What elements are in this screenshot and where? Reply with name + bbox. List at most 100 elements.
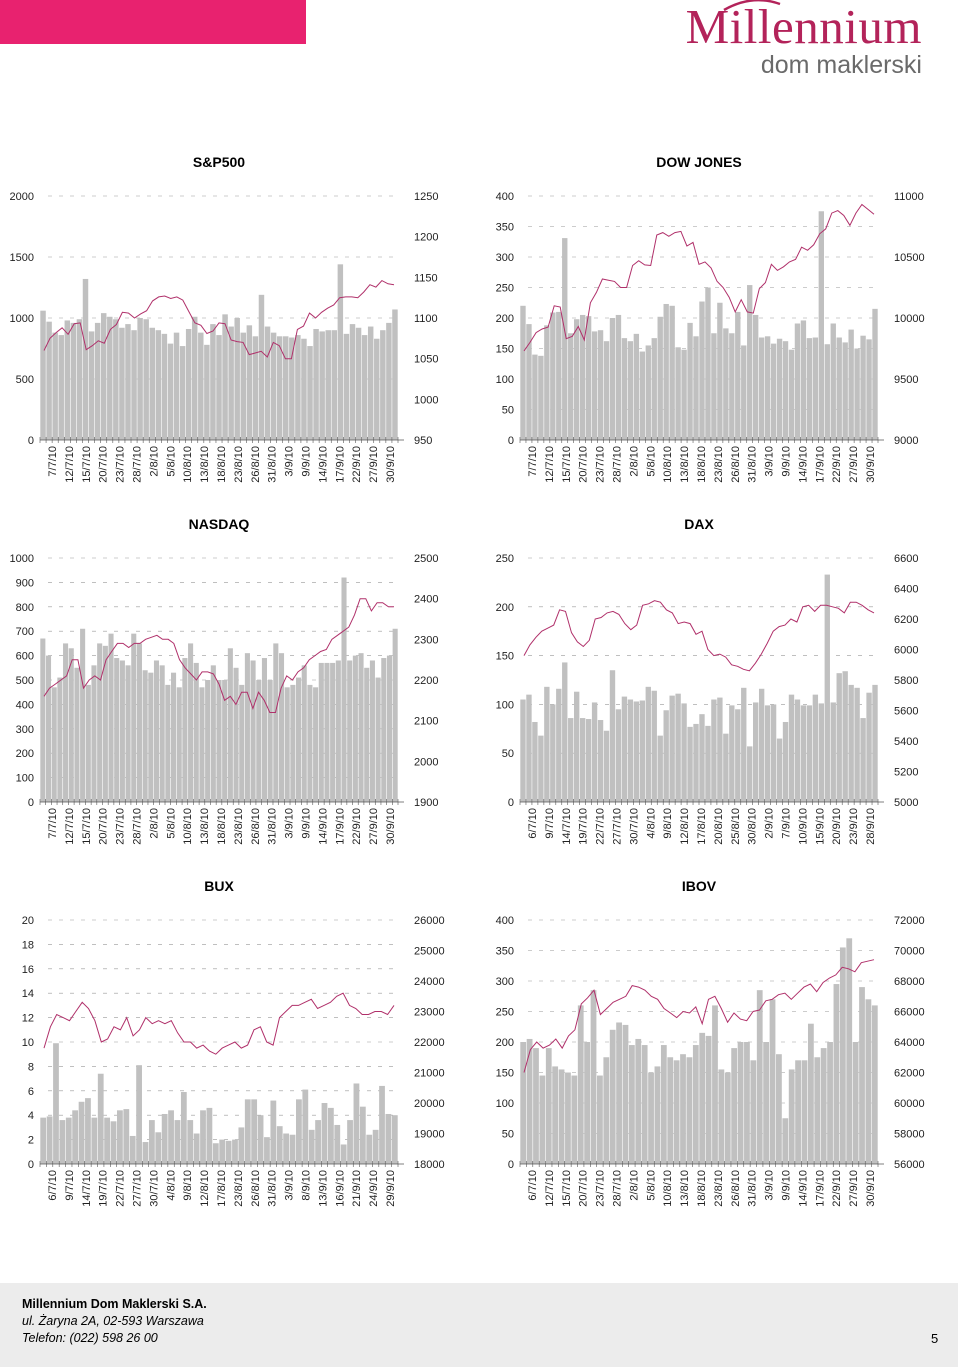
chart-bux-bar <box>340 1144 347 1164</box>
chart-sp500-bar <box>331 330 338 440</box>
chart-dax-bar <box>633 701 640 802</box>
chart-dax-bar <box>639 700 645 802</box>
chart-nasdaq-x-label: 18/8/10 <box>216 808 228 845</box>
chart-dow-jones-x-label: 15/7/10 <box>561 446 573 483</box>
chart-nasdaq-x-label: 27/9/10 <box>368 808 380 845</box>
chart-dax-bar <box>788 694 795 802</box>
chart-ibov-bar <box>865 999 872 1164</box>
chart-dow-jones-bar <box>753 314 759 440</box>
chart-bux-x-label: 13/9/10 <box>317 1170 329 1207</box>
chart-dow-jones-x-label: 10/8/10 <box>662 446 674 483</box>
chart-dow-jones-bar <box>556 311 562 440</box>
chart-bux-left-tick: 16 <box>22 964 34 976</box>
chart-nasdaq-bar <box>205 680 211 802</box>
chart-dow-jones-x-label: 20/7/10 <box>578 446 590 483</box>
chart-ibov-bar <box>686 1057 693 1164</box>
chart-ibov-x-label: 30/9/10 <box>865 1170 877 1207</box>
chart-sp500-right-tick: 1200 <box>414 232 438 244</box>
chart-bux-bar <box>391 1115 398 1164</box>
chart-dax-bar <box>770 704 777 802</box>
chart-sp500-bar <box>307 346 313 440</box>
chart-dax-bar <box>836 673 842 802</box>
chart-bux-x-label: 31/8/10 <box>267 1170 279 1207</box>
chart-sp500-bar <box>222 314 228 440</box>
chart-dow-jones-left-tick: 0 <box>508 435 514 447</box>
footer-company: Millennium Dom Maklerski S.A. <box>22 1297 207 1311</box>
chart-dax-bar <box>544 686 550 802</box>
chart-bux-bar <box>187 1120 194 1164</box>
chart-sp500-bar <box>40 310 46 440</box>
chart-dow-jones-bar <box>711 333 717 440</box>
chart-sp500-x-label: 13/8/10 <box>199 446 211 483</box>
chart-nasdaq-bar <box>227 648 233 802</box>
chart-dow-jones-right-tick: 10500 <box>894 252 925 264</box>
chart-dow-jones-x-label: 23/8/10 <box>713 446 725 483</box>
chart-dax-left-tick: 150 <box>496 651 514 663</box>
chart-dax-bar <box>717 697 723 802</box>
chart-nasdaq-left-tick: 700 <box>16 626 34 638</box>
chart-dow-jones-bar <box>729 333 735 440</box>
chart-bux-bar <box>59 1120 66 1164</box>
chart-ibov-x-label: 10/8/10 <box>662 1170 674 1207</box>
chart-nasdaq-bar <box>97 643 103 802</box>
chart-sp500-x-label: 9/9/10 <box>301 446 313 477</box>
chart-ibov-bar <box>788 1069 795 1164</box>
chart-sp500-bar <box>204 344 210 440</box>
chart-bux-bar <box>347 1120 353 1164</box>
chart-bux-bar <box>168 1110 174 1164</box>
chart-nasdaq-left-tick: 1000 <box>10 553 34 565</box>
chart-dow-jones-left-tick: 300 <box>496 252 514 264</box>
chart-sp500-left-tick: 1500 <box>10 252 34 264</box>
chart-dow-jones-bar <box>866 339 872 440</box>
chart-sp500-bar <box>185 328 192 440</box>
chart-dax-bar <box>812 694 819 802</box>
chart-bux-bar <box>315 1120 321 1164</box>
chart-dax-bar <box>585 719 592 802</box>
chart-bux-x-label: 4/8/10 <box>165 1170 177 1201</box>
chart-dow-jones-bar <box>687 322 693 440</box>
chart-nasdaq-bar <box>102 645 108 802</box>
chart-nasdaq-x-label: 22/9/10 <box>351 808 363 845</box>
chart-bux-bar <box>65 1117 72 1164</box>
chart-ibov-bar <box>622 1024 629 1164</box>
chart-dow-jones-bar <box>675 347 681 440</box>
chart-dax-bar <box>579 718 586 802</box>
chart-ibov-bar <box>782 1118 789 1164</box>
chart-ibov-right-tick: 68000 <box>894 976 925 988</box>
chart-sp500-right-tick: 1000 <box>414 394 438 406</box>
chart-dax-x-label: 30/7/10 <box>628 808 640 845</box>
chart-ibov-bar <box>545 1048 552 1164</box>
chart-dax-bar <box>753 702 759 802</box>
chart-bux-bar <box>180 1092 187 1164</box>
chart-nasdaq-right-tick: 2100 <box>414 716 438 728</box>
chart-nasdaq-bar <box>57 677 63 802</box>
chart-bux-bar <box>161 1113 168 1164</box>
chart-sp500-bar <box>64 320 71 440</box>
chart-dow-jones-bar <box>574 319 580 440</box>
chart-nasdaq-left-tick: 300 <box>16 724 34 736</box>
chart-dow-jones-bar <box>782 341 789 440</box>
chart-bux-right-tick: 21000 <box>414 1068 445 1080</box>
chart-ibov-bar <box>641 1045 648 1164</box>
chart-nasdaq-x-label: 2/8/10 <box>148 808 160 839</box>
chart-bux-bar <box>283 1133 290 1164</box>
chart-bux-x-label: 24/9/10 <box>368 1170 380 1207</box>
chart-bux-bar <box>238 1127 245 1164</box>
chart-sp500-x-label: 22/9/10 <box>351 446 363 483</box>
chart-sp500-bar <box>94 322 101 440</box>
chart-dax-bar <box>562 662 568 802</box>
chart-nasdaq-bar <box>45 655 52 802</box>
chart-bux-bar <box>174 1120 181 1164</box>
chart-dow-jones-bar <box>735 311 741 440</box>
chart-ibov-bar <box>731 1048 738 1164</box>
chart-bux-bar <box>129 1135 136 1164</box>
millennium-logo: Millennium dom maklerski <box>686 0 922 78</box>
chart-dax-right-tick: 6000 <box>894 645 918 657</box>
chart-sp500-x-label: 2/8/10 <box>148 446 160 477</box>
chart-nasdaq-bar <box>290 684 296 802</box>
chart-bux-x-label: 3/9/10 <box>284 1170 296 1201</box>
chart-ibov-right-tick: 66000 <box>894 1007 925 1019</box>
chart-bux-bar <box>85 1098 91 1164</box>
chart-dax-bar <box>747 746 753 802</box>
chart-dax-x-label: 25/8/10 <box>730 808 742 845</box>
